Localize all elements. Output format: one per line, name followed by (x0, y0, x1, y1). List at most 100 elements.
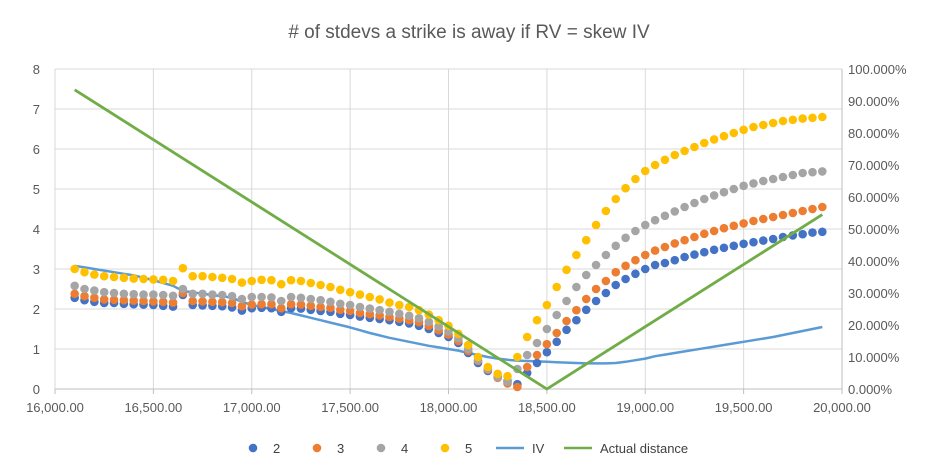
point-series-4 (355, 302, 365, 312)
point-series-4 (286, 292, 296, 302)
point-series-4 (375, 305, 384, 315)
point-series-3 (99, 295, 109, 304)
point-series-2 (552, 337, 562, 347)
point-series-5 (267, 275, 276, 285)
point-series-3 (798, 206, 807, 216)
point-series-2 (650, 260, 660, 270)
point-series-4 (699, 194, 709, 204)
point-series-3 (247, 300, 257, 309)
point-series-2 (768, 234, 778, 244)
point-series-3 (562, 316, 571, 326)
point-series-4 (345, 300, 355, 310)
point-series-4 (611, 241, 621, 251)
point-series-2 (719, 243, 729, 253)
point-series-3 (591, 284, 601, 294)
point-series-5 (680, 146, 689, 156)
point-series-5 (158, 275, 168, 285)
point-series-5 (316, 280, 325, 290)
point-series-4 (631, 226, 640, 236)
legend: 2 3 4 5 IV Actual distance (248, 441, 688, 456)
point-series-5 (276, 279, 286, 289)
point-series-2 (690, 250, 699, 259)
point-series-4 (552, 310, 562, 320)
point-series-3 (808, 204, 817, 214)
point-series-3 (158, 297, 168, 307)
point-series-2 (749, 237, 758, 247)
point-series-5 (404, 302, 414, 312)
point-series-3 (542, 339, 552, 349)
point-series-4 (395, 309, 404, 319)
y-left-tick-label: 4 (33, 222, 40, 237)
y-left-tick-label: 5 (33, 182, 40, 197)
axes: 0 1 2 3 4 5 6 7 8 16,000.00 16,500.00 17,000.00 17,5… (26, 62, 907, 415)
series-5-points (70, 112, 827, 381)
legend-item: 2 (248, 441, 280, 456)
point-series-4 (591, 260, 601, 270)
point-series-2 (562, 325, 571, 335)
y-left-tick-label: 6 (33, 142, 40, 157)
point-series-4 (80, 284, 89, 294)
point-series-4 (768, 174, 778, 184)
point-series-5 (601, 206, 611, 216)
point-series-3 (119, 295, 129, 305)
point-series-4 (198, 289, 207, 299)
point-series-3 (690, 232, 699, 242)
point-series-3 (70, 289, 79, 299)
point-series-4 (532, 338, 542, 348)
legend-label: 2 (273, 441, 280, 456)
point-series-3 (640, 250, 650, 260)
point-series-4 (522, 350, 532, 360)
point-series-5 (591, 220, 601, 230)
plot-area (70, 88, 827, 392)
point-series-5 (217, 273, 227, 283)
y-left-tick-label: 8 (33, 62, 40, 77)
y-left-tick-label: 1 (33, 342, 40, 357)
point-series-5 (149, 275, 158, 284)
point-series-2 (739, 239, 748, 249)
point-series-5 (552, 282, 562, 292)
point-series-4 (424, 317, 434, 327)
point-series-5 (581, 235, 591, 245)
point-series-4 (119, 289, 129, 299)
point-series-2 (621, 274, 630, 284)
point-series-5 (503, 371, 512, 381)
point-series-5 (768, 118, 778, 128)
point-series-3 (581, 294, 591, 304)
point-series-4 (257, 292, 266, 302)
point-series-3 (139, 296, 148, 306)
point-series-5 (522, 332, 532, 342)
point-series-5 (385, 298, 394, 307)
legend-label: IV (532, 441, 545, 456)
point-series-5 (473, 352, 483, 362)
point-series-4 (680, 202, 689, 212)
point-series-3 (611, 267, 621, 277)
legend-item: Actual distance (564, 441, 688, 456)
point-series-3 (306, 301, 316, 311)
point-series-4 (719, 187, 729, 197)
point-series-5 (345, 287, 355, 297)
point-series-2 (818, 227, 827, 237)
point-series-4 (818, 167, 827, 176)
point-series-3 (335, 305, 345, 315)
point-series-3 (198, 297, 207, 306)
point-series-3 (699, 229, 709, 239)
point-series-4 (129, 289, 138, 299)
point-series-4 (562, 296, 571, 306)
point-series-5 (178, 263, 188, 273)
y-right-tick-label: 60.000% (848, 190, 900, 205)
point-series-3 (660, 242, 670, 252)
point-series-2 (532, 358, 542, 368)
point-series-4 (778, 172, 788, 182)
point-series-4 (670, 207, 680, 216)
x-tick-label: 20,000.00 (813, 400, 871, 415)
point-series-2 (808, 228, 817, 237)
point-series-4 (690, 198, 699, 208)
point-series-2 (729, 241, 739, 251)
y-left-tick-label: 7 (33, 102, 40, 117)
x-tick-label: 17,500.00 (321, 400, 379, 415)
point-series-5 (395, 300, 404, 310)
point-series-3 (316, 302, 325, 312)
point-series-5 (788, 115, 798, 125)
point-series-3 (768, 212, 778, 222)
point-series-4 (208, 290, 217, 299)
